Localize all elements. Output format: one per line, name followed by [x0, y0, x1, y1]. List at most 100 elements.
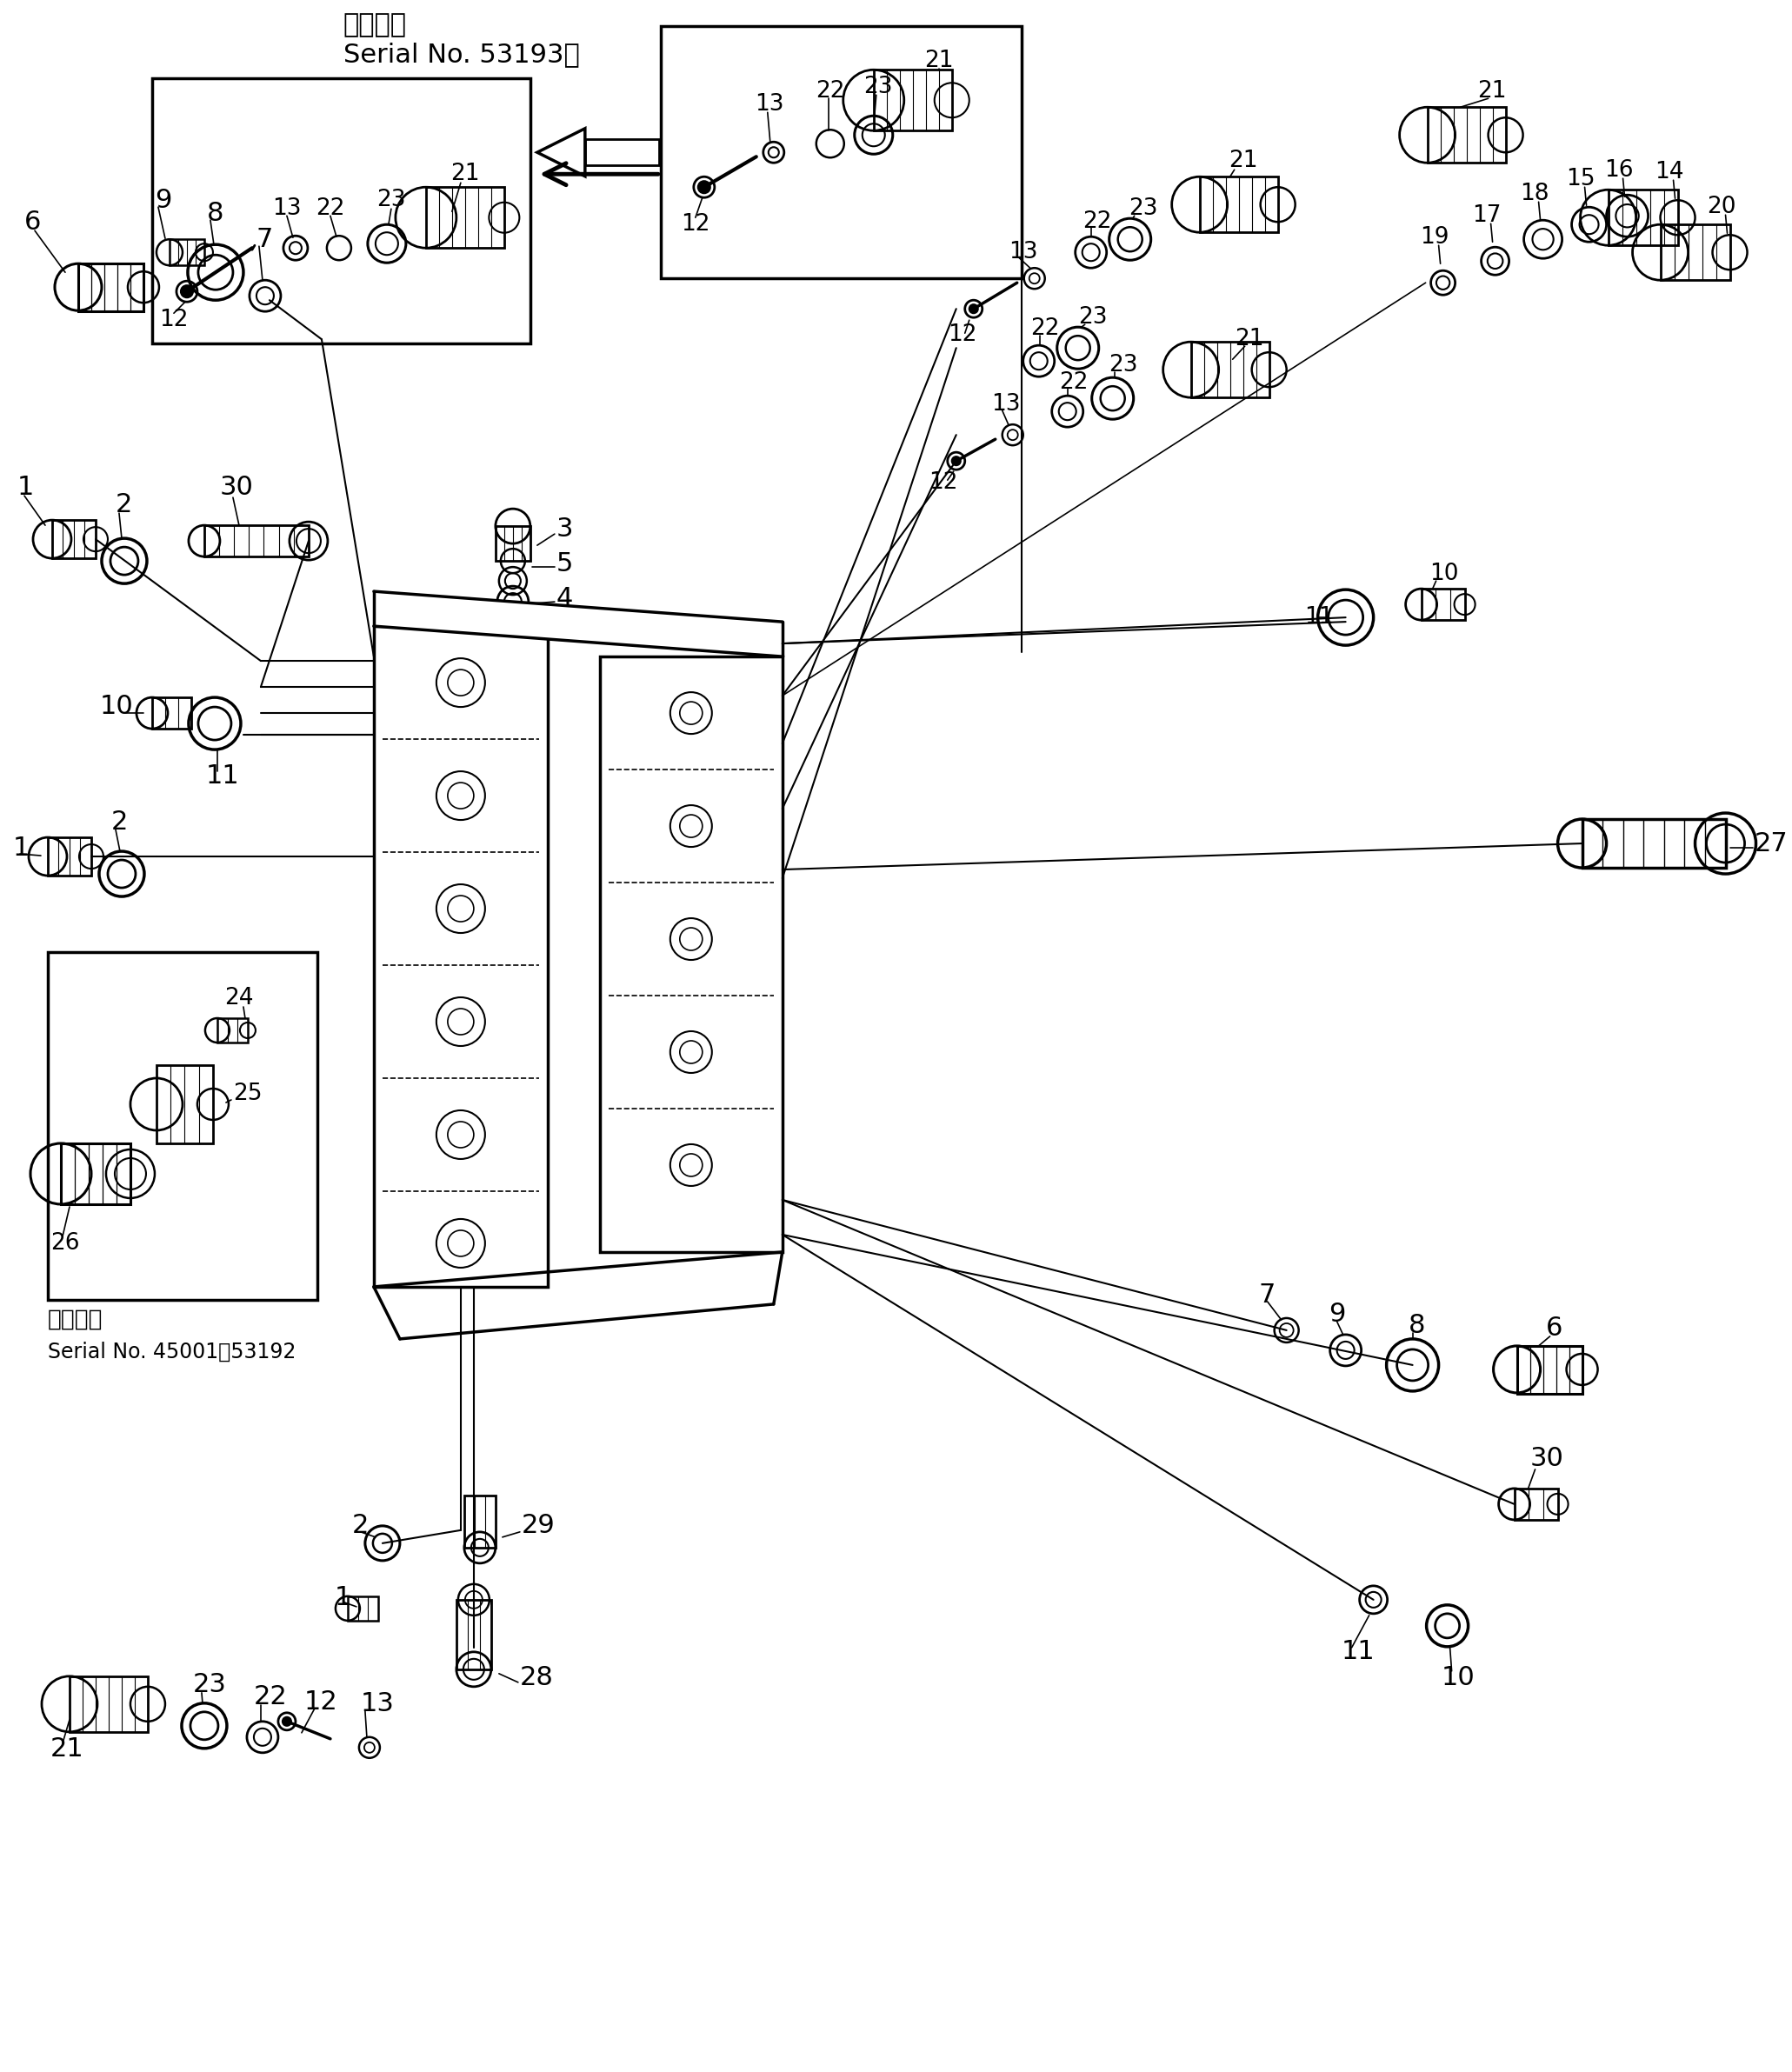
Bar — [661, 27, 1021, 278]
Bar — [600, 657, 783, 1251]
Text: 9: 9 — [154, 189, 172, 213]
Polygon shape — [375, 591, 783, 657]
Bar — [1192, 342, 1269, 398]
Text: 10: 10 — [1430, 564, 1459, 584]
Text: 12: 12 — [159, 309, 188, 332]
Text: 26: 26 — [50, 1233, 79, 1256]
Text: 24: 24 — [224, 986, 254, 1009]
Text: 23: 23 — [864, 77, 892, 99]
Text: 7: 7 — [256, 226, 274, 253]
Text: 22: 22 — [315, 197, 344, 220]
Text: 10: 10 — [1441, 1666, 1475, 1691]
Text: 7: 7 — [1258, 1283, 1276, 1307]
Text: 18: 18 — [1520, 182, 1548, 205]
Bar — [1607, 191, 1677, 244]
Bar — [48, 953, 317, 1299]
Text: 30: 30 — [220, 474, 254, 499]
Text: 21: 21 — [50, 1736, 84, 1761]
Bar — [48, 837, 91, 876]
Bar — [874, 70, 952, 131]
Text: 21: 21 — [450, 164, 480, 184]
Text: 5: 5 — [556, 551, 573, 576]
Bar — [152, 698, 192, 729]
Text: 適用号機: 適用号機 — [48, 1310, 102, 1330]
Text: 2: 2 — [111, 808, 127, 835]
Bar — [1661, 224, 1729, 280]
Circle shape — [964, 300, 982, 317]
Text: 22: 22 — [1082, 211, 1111, 234]
Text: 11: 11 — [206, 762, 240, 787]
Bar — [584, 139, 659, 166]
Text: 23: 23 — [1129, 197, 1158, 220]
Text: 2: 2 — [351, 1513, 369, 1537]
Text: Serial No. 45001～53192: Serial No. 45001～53192 — [48, 1341, 296, 1363]
Circle shape — [283, 1718, 292, 1726]
Text: 23: 23 — [1079, 307, 1107, 329]
Bar — [170, 238, 204, 265]
Text: 9: 9 — [1328, 1301, 1346, 1328]
Bar — [52, 520, 95, 557]
Bar — [1516, 1347, 1582, 1394]
Text: 12: 12 — [928, 472, 957, 493]
Circle shape — [699, 180, 710, 193]
Text: 11: 11 — [1340, 1639, 1374, 1664]
Text: 4: 4 — [556, 586, 573, 611]
Text: 21: 21 — [1235, 327, 1263, 350]
Text: 12: 12 — [681, 213, 710, 236]
Text: 8: 8 — [1409, 1314, 1425, 1339]
Text: 6: 6 — [1545, 1316, 1563, 1341]
Circle shape — [176, 282, 197, 303]
Text: 23: 23 — [1107, 354, 1138, 377]
Text: 16: 16 — [1604, 160, 1633, 182]
Text: 12: 12 — [948, 323, 977, 346]
Text: 21: 21 — [1478, 81, 1507, 104]
Text: 29: 29 — [521, 1513, 556, 1537]
Bar — [1421, 588, 1464, 620]
Text: 12: 12 — [305, 1689, 339, 1716]
Text: 22: 22 — [1030, 317, 1059, 340]
Text: 25: 25 — [233, 1082, 262, 1104]
Text: 30: 30 — [1530, 1446, 1564, 1471]
Text: 22: 22 — [815, 81, 844, 104]
Text: 22: 22 — [254, 1685, 287, 1709]
Text: 28: 28 — [520, 1666, 554, 1691]
Text: Serial No. 53193～: Serial No. 53193～ — [344, 41, 579, 66]
Text: 13: 13 — [991, 394, 1020, 416]
Text: 13: 13 — [360, 1691, 394, 1718]
Bar — [426, 186, 504, 249]
Text: 21: 21 — [1228, 149, 1258, 172]
Text: 8: 8 — [206, 201, 224, 226]
Text: 10: 10 — [100, 694, 134, 719]
Bar — [156, 1065, 213, 1144]
Text: 6: 6 — [25, 209, 41, 234]
Bar — [70, 1676, 147, 1732]
Text: 21: 21 — [925, 50, 953, 73]
Circle shape — [969, 305, 978, 313]
Bar — [1199, 176, 1278, 232]
Bar — [1428, 108, 1505, 164]
Text: 11: 11 — [1305, 607, 1333, 628]
Bar — [464, 1496, 495, 1548]
Text: 適用号機: 適用号機 — [344, 12, 407, 37]
Text: 20: 20 — [1706, 197, 1736, 218]
Text: 27: 27 — [1754, 831, 1788, 856]
Text: 17: 17 — [1471, 205, 1502, 228]
Text: 23: 23 — [194, 1672, 228, 1697]
Bar — [1514, 1488, 1557, 1519]
Circle shape — [694, 176, 715, 197]
Text: 13: 13 — [754, 93, 783, 116]
Bar — [375, 626, 548, 1287]
Bar — [217, 1017, 247, 1042]
Text: 14: 14 — [1654, 162, 1683, 184]
Text: 19: 19 — [1419, 226, 1450, 249]
Bar — [79, 263, 143, 311]
Bar — [152, 79, 530, 344]
Bar — [457, 1600, 491, 1670]
Text: 1: 1 — [335, 1585, 351, 1610]
Bar — [348, 1595, 378, 1620]
Text: 1: 1 — [18, 474, 34, 499]
Circle shape — [948, 452, 964, 470]
Text: 23: 23 — [376, 189, 405, 211]
Text: 13: 13 — [272, 197, 301, 220]
Text: 22: 22 — [1059, 371, 1088, 394]
